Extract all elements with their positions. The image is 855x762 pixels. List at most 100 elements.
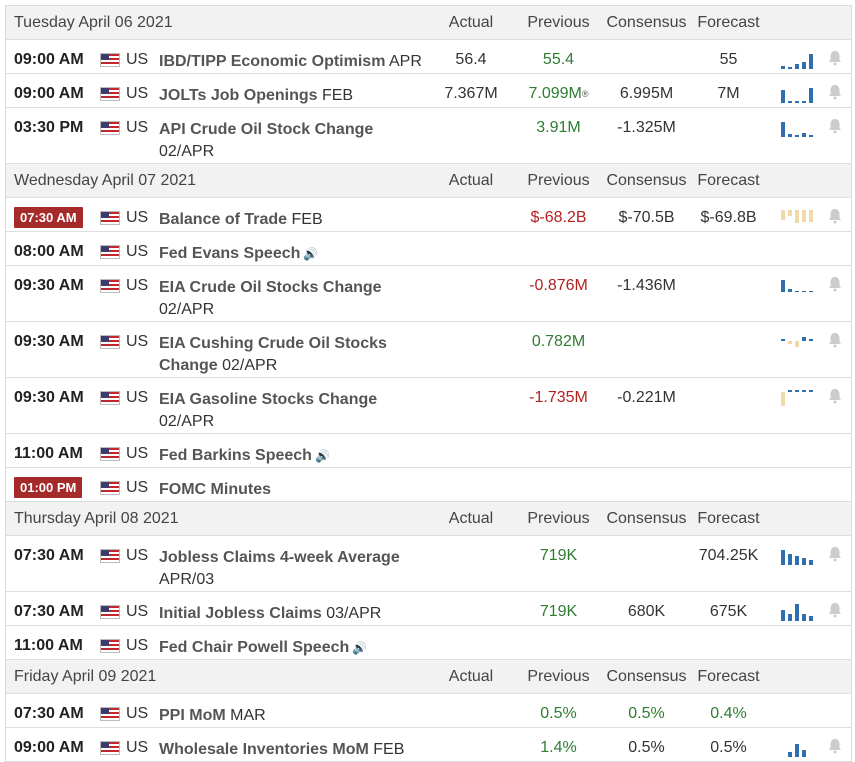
event-row[interactable]: 07:30 AM US Jobless Claims 4-week Averag… — [6, 536, 851, 592]
column-previous: Previous — [527, 13, 590, 31]
event-previous: 719K — [539, 603, 578, 620]
event-title[interactable]: Fed Barkins Speech 🔊 — [159, 445, 429, 467]
event-row[interactable]: 07:30 AM US Initial Jobless Claims 03/AP… — [6, 592, 851, 626]
event-name: JOLTs Job Openings — [159, 87, 318, 104]
sparkline-icon — [781, 550, 813, 565]
event-period: 02/APR — [159, 143, 215, 160]
sparkline-icon — [781, 210, 813, 223]
event-title[interactable]: Fed Evans Speech 🔊 — [159, 243, 429, 265]
event-actual: 7.367M — [444, 85, 498, 102]
event-previous: 719K — [539, 547, 578, 564]
us-flag-icon — [101, 640, 119, 652]
event-forecast: 675K — [709, 603, 748, 620]
event-country: US — [126, 209, 149, 226]
event-period: APR/03 — [159, 571, 215, 588]
event-title[interactable]: IBD/TIPP Economic Optimism APR — [159, 51, 429, 73]
event-time: 09:00 AM — [14, 51, 84, 68]
event-row[interactable]: 11:00 AM US Fed Chair Powell Speech 🔊 — [6, 626, 851, 660]
event-name: Wholesale Inventories MoM — [159, 741, 369, 758]
event-row[interactable]: 07:30 AM US Balance of Trade FEB $-68.2B… — [6, 198, 851, 232]
column-actual: Actual — [448, 667, 494, 685]
column-consensus: Consensus — [606, 13, 687, 31]
bell-icon[interactable] — [827, 738, 843, 754]
event-previous: $-68.2B — [530, 209, 587, 226]
event-country: US — [126, 119, 149, 136]
column-forecast: Forecast — [697, 171, 760, 189]
event-country: US — [126, 51, 149, 68]
sparkline-icon — [781, 54, 813, 69]
column-forecast: Forecast — [697, 667, 760, 685]
previous-value: 7.099M — [528, 85, 582, 102]
day-header: Wednesday April 07 2021 Actual Previous … — [6, 164, 851, 198]
event-previous: 3.91M — [536, 119, 581, 136]
bell-icon[interactable] — [827, 602, 843, 618]
event-row[interactable]: 09:00 AM US Wholesale Inventories MoM FE… — [6, 728, 851, 762]
event-previous: 7.099M® — [516, 85, 601, 103]
event-previous: 0.782M — [531, 333, 586, 350]
column-actual: Actual — [448, 13, 494, 31]
bell-icon[interactable] — [827, 84, 843, 100]
speaker-icon: 🔊 — [314, 449, 330, 463]
event-row[interactable]: 03:30 PM US API Crude Oil Stock Change 0… — [6, 108, 851, 164]
event-name: API Crude Oil Stock Change — [159, 121, 374, 138]
event-row[interactable]: 09:00 AM US IBD/TIPP Economic Optimism A… — [6, 40, 851, 74]
event-name: EIA Crude Oil Stocks Change — [159, 279, 382, 296]
bell-icon[interactable] — [827, 332, 843, 348]
bell-icon[interactable] — [827, 546, 843, 562]
event-period: FEB — [291, 211, 323, 228]
event-name: Jobless Claims 4-week Average — [159, 549, 400, 566]
event-name: Fed Barkins Speech — [159, 447, 312, 464]
event-actual: 56.4 — [455, 51, 487, 68]
bell-icon[interactable] — [827, 208, 843, 224]
event-title[interactable]: EIA Gasoline Stocks Change 02/APR — [159, 389, 429, 433]
us-flag-icon — [101, 742, 119, 754]
column-actual: Actual — [448, 171, 494, 189]
event-title[interactable]: API Crude Oil Stock Change 02/APR — [159, 119, 429, 163]
event-row[interactable]: 09:30 AM US EIA Cushing Crude Oil Stocks… — [6, 322, 851, 378]
event-time: 07:30 AM — [14, 705, 84, 722]
event-consensus: -1.436M — [617, 277, 676, 294]
event-period: APR — [388, 53, 422, 70]
bell-icon[interactable] — [827, 50, 843, 66]
column-previous: Previous — [527, 667, 590, 685]
event-row[interactable]: 08:00 AM US Fed Evans Speech 🔊 — [6, 232, 851, 266]
bell-icon[interactable] — [827, 388, 843, 404]
event-row[interactable]: 09:30 AM US EIA Gasoline Stocks Change 0… — [6, 378, 851, 434]
event-forecast: 0.5% — [710, 739, 747, 756]
economic-calendar: Tuesday April 06 2021 Actual Previous Co… — [5, 5, 852, 762]
event-title[interactable]: Balance of Trade FEB — [159, 209, 429, 231]
event-title[interactable]: EIA Crude Oil Stocks Change 02/APR — [159, 277, 429, 321]
event-title[interactable]: PPI MoM MAR — [159, 705, 429, 727]
event-row[interactable]: 09:00 AM US JOLTs Job Openings FEB 7.367… — [6, 74, 851, 108]
event-title[interactable]: Fed Chair Powell Speech 🔊 — [159, 637, 429, 659]
event-period: 02/APR — [222, 357, 278, 374]
column-consensus: Consensus — [606, 667, 687, 685]
sparkline-icon — [781, 337, 813, 347]
us-flag-icon — [101, 280, 119, 292]
day-title: Friday April 09 2021 — [14, 667, 157, 685]
us-flag-icon — [101, 550, 119, 562]
event-title[interactable]: EIA Cushing Crude Oil Stocks Change 02/A… — [159, 333, 429, 377]
event-row[interactable]: 07:30 AM US PPI MoM MAR 0.5% 0.5% 0.4% — [6, 694, 851, 728]
event-country: US — [126, 389, 149, 406]
event-title[interactable]: Jobless Claims 4-week Average APR/03 — [159, 547, 429, 591]
bell-icon[interactable] — [827, 276, 843, 292]
event-row[interactable]: 09:30 AM US EIA Crude Oil Stocks Change … — [6, 266, 851, 322]
event-forecast: 0.4% — [710, 705, 747, 722]
event-time: 09:30 AM — [14, 333, 84, 350]
event-consensus: 0.5% — [628, 705, 665, 722]
event-title[interactable]: JOLTs Job Openings FEB — [159, 85, 429, 107]
event-title[interactable]: Initial Jobless Claims 03/APR — [159, 603, 429, 625]
event-previous: -0.876M — [529, 277, 588, 294]
column-previous: Previous — [527, 171, 590, 189]
day-title: Tuesday April 06 2021 — [14, 13, 173, 31]
day-title: Thursday April 08 2021 — [14, 509, 179, 527]
column-consensus: Consensus — [606, 509, 687, 527]
event-name: IBD/TIPP Economic Optimism — [159, 53, 386, 70]
event-title[interactable]: FOMC Minutes — [159, 479, 429, 501]
event-title[interactable]: Wholesale Inventories MoM FEB — [159, 739, 429, 761]
event-row[interactable]: 11:00 AM US Fed Barkins Speech 🔊 — [6, 434, 851, 468]
event-row[interactable]: 01:00 PM US FOMC Minutes — [6, 468, 851, 502]
bell-icon[interactable] — [827, 118, 843, 134]
event-time: 07:30 AM — [14, 547, 84, 564]
